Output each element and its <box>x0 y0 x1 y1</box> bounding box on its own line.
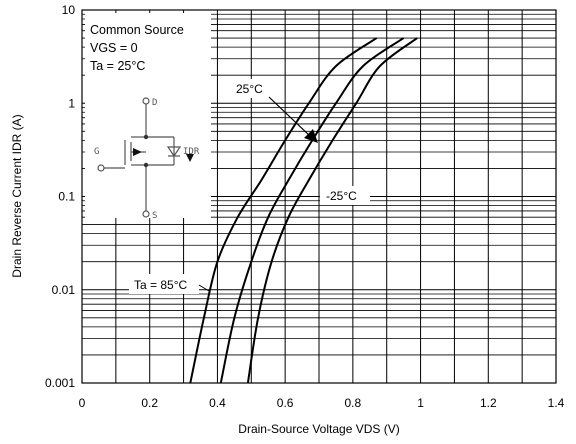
y-tick-label: 0.1 <box>58 190 75 204</box>
series-curves <box>189 37 418 384</box>
x-axis-ticks: 0 0.2 0.4 0.6 0.8 1 1.2 1.4 <box>79 396 565 410</box>
grid-lines <box>82 10 556 383</box>
y-tick-label: 0.01 <box>52 283 76 297</box>
annotation-85-leader <box>198 284 210 292</box>
drain-label: D <box>152 98 157 108</box>
annotation-85-bg <box>129 274 199 294</box>
series-line <box>246 37 418 384</box>
x-axis-title: Drain-Source Voltage VDS (V) <box>238 422 399 436</box>
x-tick-label: 0.2 <box>141 396 158 410</box>
junction-dot <box>143 162 149 168</box>
x-tick-label: 1.4 <box>548 396 565 410</box>
annotation-minus25: -25°C <box>326 189 357 203</box>
conditions-box <box>85 13 211 218</box>
y-tick-label: 0.001 <box>45 376 75 390</box>
mosfet-schematic-icon <box>97 97 182 218</box>
body-arrow-icon <box>133 148 142 156</box>
condition-line: VGS = 0 <box>90 41 138 55</box>
series-line <box>219 37 405 384</box>
condition-line: Ta = 25°C <box>90 59 145 73</box>
annotation-25: 25°C <box>236 82 263 96</box>
gate-label: G <box>94 147 99 157</box>
series-line <box>189 37 378 384</box>
x-tick-label: 0.4 <box>209 396 226 410</box>
y-axis-title: Drain Reverse Current IDR (A) <box>10 114 24 277</box>
x-tick-label: 1.2 <box>480 396 497 410</box>
x-tick-label: 0 <box>79 396 86 410</box>
y-tick-label: 10 <box>62 3 76 17</box>
annotation-25-bg <box>232 79 272 98</box>
x-tick-label: 0.8 <box>345 396 362 410</box>
idr-label: IDR <box>183 147 200 157</box>
source-label: S <box>152 211 157 221</box>
arrow-head-icon <box>304 129 318 143</box>
y-axis-ticks: 0.001 0.01 0.1 1 10 <box>45 3 75 390</box>
plot-frame <box>81 9 557 384</box>
condition-line: Common Source <box>90 23 184 37</box>
x-tick-label: 0.6 <box>277 396 294 410</box>
annotation-minus25-bg <box>320 186 370 205</box>
x-tick-label: 1 <box>417 396 424 410</box>
y-tick-label: 1 <box>68 96 75 110</box>
junction-dot <box>143 134 149 140</box>
annotation-85: Ta = 85°C <box>134 278 187 292</box>
annotation-25-leader <box>268 96 312 138</box>
current-arrow-icon <box>186 154 194 162</box>
